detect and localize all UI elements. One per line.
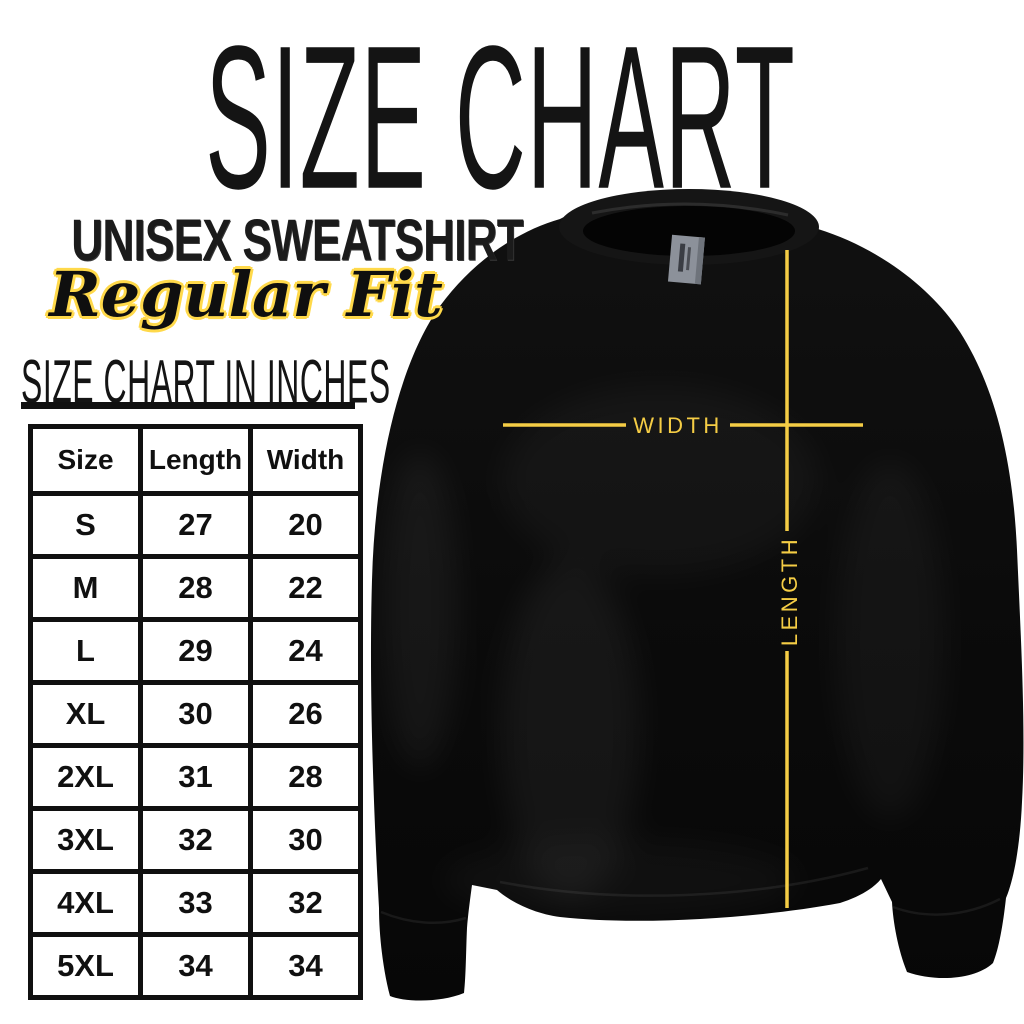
width-cell: 28	[248, 743, 363, 811]
width-cell: 20	[248, 491, 363, 559]
size-cell: 3XL	[28, 806, 143, 874]
length-cell: 32	[138, 806, 253, 874]
length-cell: 34	[138, 932, 253, 1000]
page-title: SIZE CHART	[204, 3, 796, 232]
size-cell: 5XL	[28, 932, 143, 1000]
size-cell: M	[28, 554, 143, 622]
product-fit-row: Regular Fit	[0, 258, 492, 332]
size-table: Size Length Width S 27 20 M 28 22 L 29 2…	[28, 424, 363, 1000]
width-cell: 34	[248, 932, 363, 1000]
size-table-body: S 27 20 M 28 22 L 29 24 XL 30 26 2XL 31	[28, 491, 363, 1000]
length-cell: 28	[138, 554, 253, 622]
table-row: 2XL 31 28	[28, 743, 363, 811]
width-cell: 24	[248, 617, 363, 685]
product-fit: Regular Fit	[49, 258, 443, 331]
length-cell: 31	[138, 743, 253, 811]
width-cell: 26	[248, 680, 363, 748]
length-cell: 27	[138, 491, 253, 559]
width-cell: 22	[248, 554, 363, 622]
width-cell: 30	[248, 806, 363, 874]
page-title-row: SIZE CHART	[0, 15, 1000, 219]
heading-underline	[21, 402, 355, 409]
seam-lines	[380, 866, 1001, 925]
size-table-head: Size Length Width	[28, 424, 363, 496]
width-cell: 32	[248, 869, 363, 937]
table-row: 4XL 33 32	[28, 869, 363, 937]
size-cell: S	[28, 491, 143, 559]
length-cell: 30	[138, 680, 253, 748]
table-row: 3XL 32 30	[28, 806, 363, 874]
size-cell: L	[28, 617, 143, 685]
column-header-size: Size	[28, 424, 143, 496]
table-row: XL 30 26	[28, 680, 363, 748]
table-row: 5XL 34 34	[28, 932, 363, 1000]
size-cell: 2XL	[28, 743, 143, 811]
column-header-length: Length	[138, 424, 253, 496]
column-header-width: Width	[248, 424, 363, 496]
table-row: S 27 20	[28, 491, 363, 559]
length-cell: 33	[138, 869, 253, 937]
width-label: WIDTH	[633, 413, 723, 438]
table-row: L 29 24	[28, 617, 363, 685]
length-label: LENGTH	[777, 536, 802, 646]
size-cell: XL	[28, 680, 143, 748]
product-name: UNISEX SWEATSHIRT	[71, 208, 523, 273]
size-cell: 4XL	[28, 869, 143, 937]
length-cell: 29	[138, 617, 253, 685]
product-name-row: UNISEX SWEATSHIRT	[0, 212, 523, 270]
table-row: M 28 22	[28, 554, 363, 622]
measurement-lines	[503, 250, 863, 908]
header-row: Size Length Width	[28, 424, 363, 496]
collar	[559, 189, 819, 265]
brand-tag	[667, 234, 705, 285]
fabric-sheen	[382, 450, 945, 900]
